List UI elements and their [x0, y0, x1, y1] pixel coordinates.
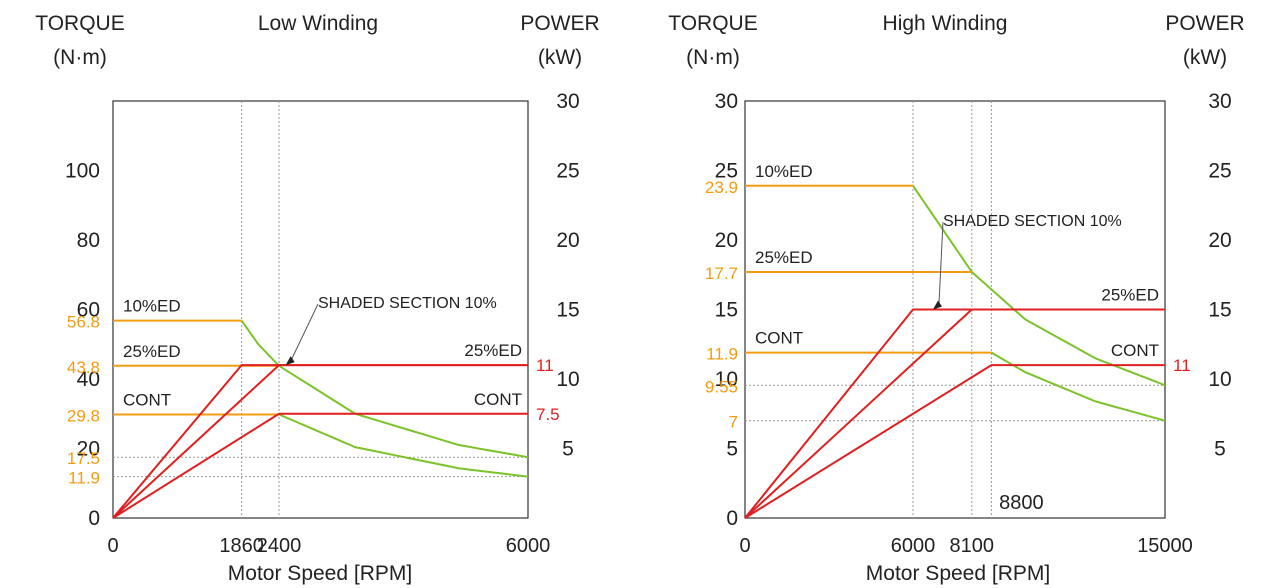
plot-frame — [112, 100, 529, 519]
torque-value-label: 29.8 — [67, 406, 100, 425]
speed-8800-label: 8800 — [999, 492, 1044, 514]
power-line-10ed — [112, 364, 528, 519]
torque-value-label: 17.5 — [67, 449, 100, 468]
torque-tick-label: 80 — [77, 229, 100, 252]
torque-tick-label: 5 — [726, 438, 738, 461]
power-axis-unit: (kW) — [1183, 46, 1227, 69]
power-tick-label: 5 — [562, 438, 574, 461]
power-tick-label: 10 — [1208, 368, 1231, 391]
torque-tick-label: 25 — [715, 160, 738, 183]
torque-value-label: 11.9 — [68, 469, 100, 488]
torque-axis-header: TORQUE — [35, 12, 124, 35]
x-axis-label: Motor Speed [RPM] — [866, 562, 1050, 585]
low-winding-chart: TORQUE (N·m) POWER (kW) Low Winding 0 18602400… — [35, 12, 599, 585]
power-tick-label: 25 — [1208, 160, 1231, 183]
x-tick-label: 6000 — [891, 535, 936, 557]
torque-tick-label: 60 — [77, 299, 100, 322]
torque-line-label: 25%ED — [123, 342, 181, 361]
power-tick-label: 30 — [556, 90, 579, 113]
chart-title: High Winding — [883, 12, 1008, 35]
constant-power-curve — [278, 413, 529, 478]
power-line-label: CONT — [1111, 341, 1159, 360]
power-line-label: 25%ED — [1101, 286, 1159, 305]
power-value-label: 11 — [536, 356, 554, 375]
power-value-label: 11 — [1173, 356, 1191, 375]
torque-value-label: 23.9 — [705, 178, 738, 197]
power-tick-label: 5 — [1214, 438, 1226, 461]
x-tick-label: 6000 — [506, 535, 551, 557]
power-tick-label: 15 — [556, 299, 579, 322]
power-value-label: 7.5 — [536, 405, 560, 424]
torque-line-label: CONT — [123, 390, 171, 409]
power-tick-label: 15 — [1208, 299, 1231, 322]
power-line-10ed — [744, 308, 1165, 519]
shaded-section-annotation: SHADED SECTION 10% — [318, 295, 497, 312]
power-line-label: 25%ED — [464, 341, 522, 360]
high-winding-chart: TORQUE (N·m) POWER (kW) High Winding 0 6000 810… — [668, 12, 1244, 585]
torque-tick-label: 20 — [715, 229, 738, 252]
x-axis-label: Motor Speed [RPM] — [228, 562, 412, 585]
torque-value-label: 11.9 — [706, 345, 738, 364]
torque-value-label: 43.8 — [67, 358, 100, 377]
annotation-arrowhead — [285, 356, 295, 366]
torque-axis-unit: (N·m) — [53, 46, 107, 69]
power-tick-label: 10 — [556, 368, 579, 391]
power-axis-header: POWER — [520, 12, 599, 35]
power-line-25ed — [112, 364, 528, 519]
torque-value-label: 17.7 — [705, 264, 738, 283]
power-axis-unit: (kW) — [538, 46, 582, 69]
x-tick-label: 1860 — [219, 535, 264, 557]
torque-line-label: 10%ED — [755, 162, 813, 181]
power-tick-label: 30 — [1208, 90, 1231, 113]
constant-power-curve — [990, 351, 1166, 422]
x-tick-label: 8100 — [950, 535, 995, 557]
x-tick-label: 2400 — [257, 535, 302, 557]
torque-value-label: 9.55 — [705, 377, 738, 396]
torque-axis-header: TORQUE — [668, 12, 757, 35]
x-tick-label: 0 — [107, 535, 118, 557]
annotation-leader-line — [291, 303, 319, 360]
torque-tick-label: 0 — [88, 507, 100, 530]
torque-tick-label: 100 — [65, 160, 100, 183]
power-line-cont — [112, 412, 528, 519]
power-line-cont — [744, 364, 1165, 519]
x-tick-label: 0 — [739, 535, 750, 557]
annotation-leader-line — [938, 221, 944, 304]
power-line-label: CONT — [474, 390, 522, 409]
torque-line-label: CONT — [755, 329, 803, 348]
constant-power-curve — [278, 364, 529, 459]
torque-line-label: 10%ED — [123, 297, 181, 316]
power-tick-label: 20 — [556, 229, 579, 252]
torque-tick-label: 40 — [77, 368, 100, 391]
torque-line-label: 25%ED — [755, 248, 813, 267]
annotation-arrowhead — [933, 300, 942, 310]
torque-axis-unit: (N·m) — [686, 46, 740, 69]
power-tick-label: 20 — [1208, 229, 1231, 252]
torque-value-label: 7 — [729, 413, 738, 432]
power-tick-label: 25 — [556, 160, 579, 183]
power-line-25ed — [744, 308, 1165, 519]
torque-tick-label: 20 — [77, 438, 100, 461]
torque-tick-label: 30 — [715, 90, 738, 113]
constant-power-curve — [240, 320, 280, 367]
shaded-section-annotation: SHADED SECTION 10% — [943, 213, 1122, 230]
x-tick-label: 15000 — [1137, 535, 1193, 557]
torque-value-label: 56.8 — [67, 313, 100, 332]
power-axis-header: POWER — [1165, 12, 1244, 35]
torque-tick-label: 15 — [715, 299, 738, 322]
constant-power-curve — [971, 271, 1166, 387]
torque-tick-label: 10 — [715, 368, 738, 391]
torque-tick-label: 0 — [726, 507, 738, 530]
chart-title: Low Winding — [258, 12, 378, 35]
